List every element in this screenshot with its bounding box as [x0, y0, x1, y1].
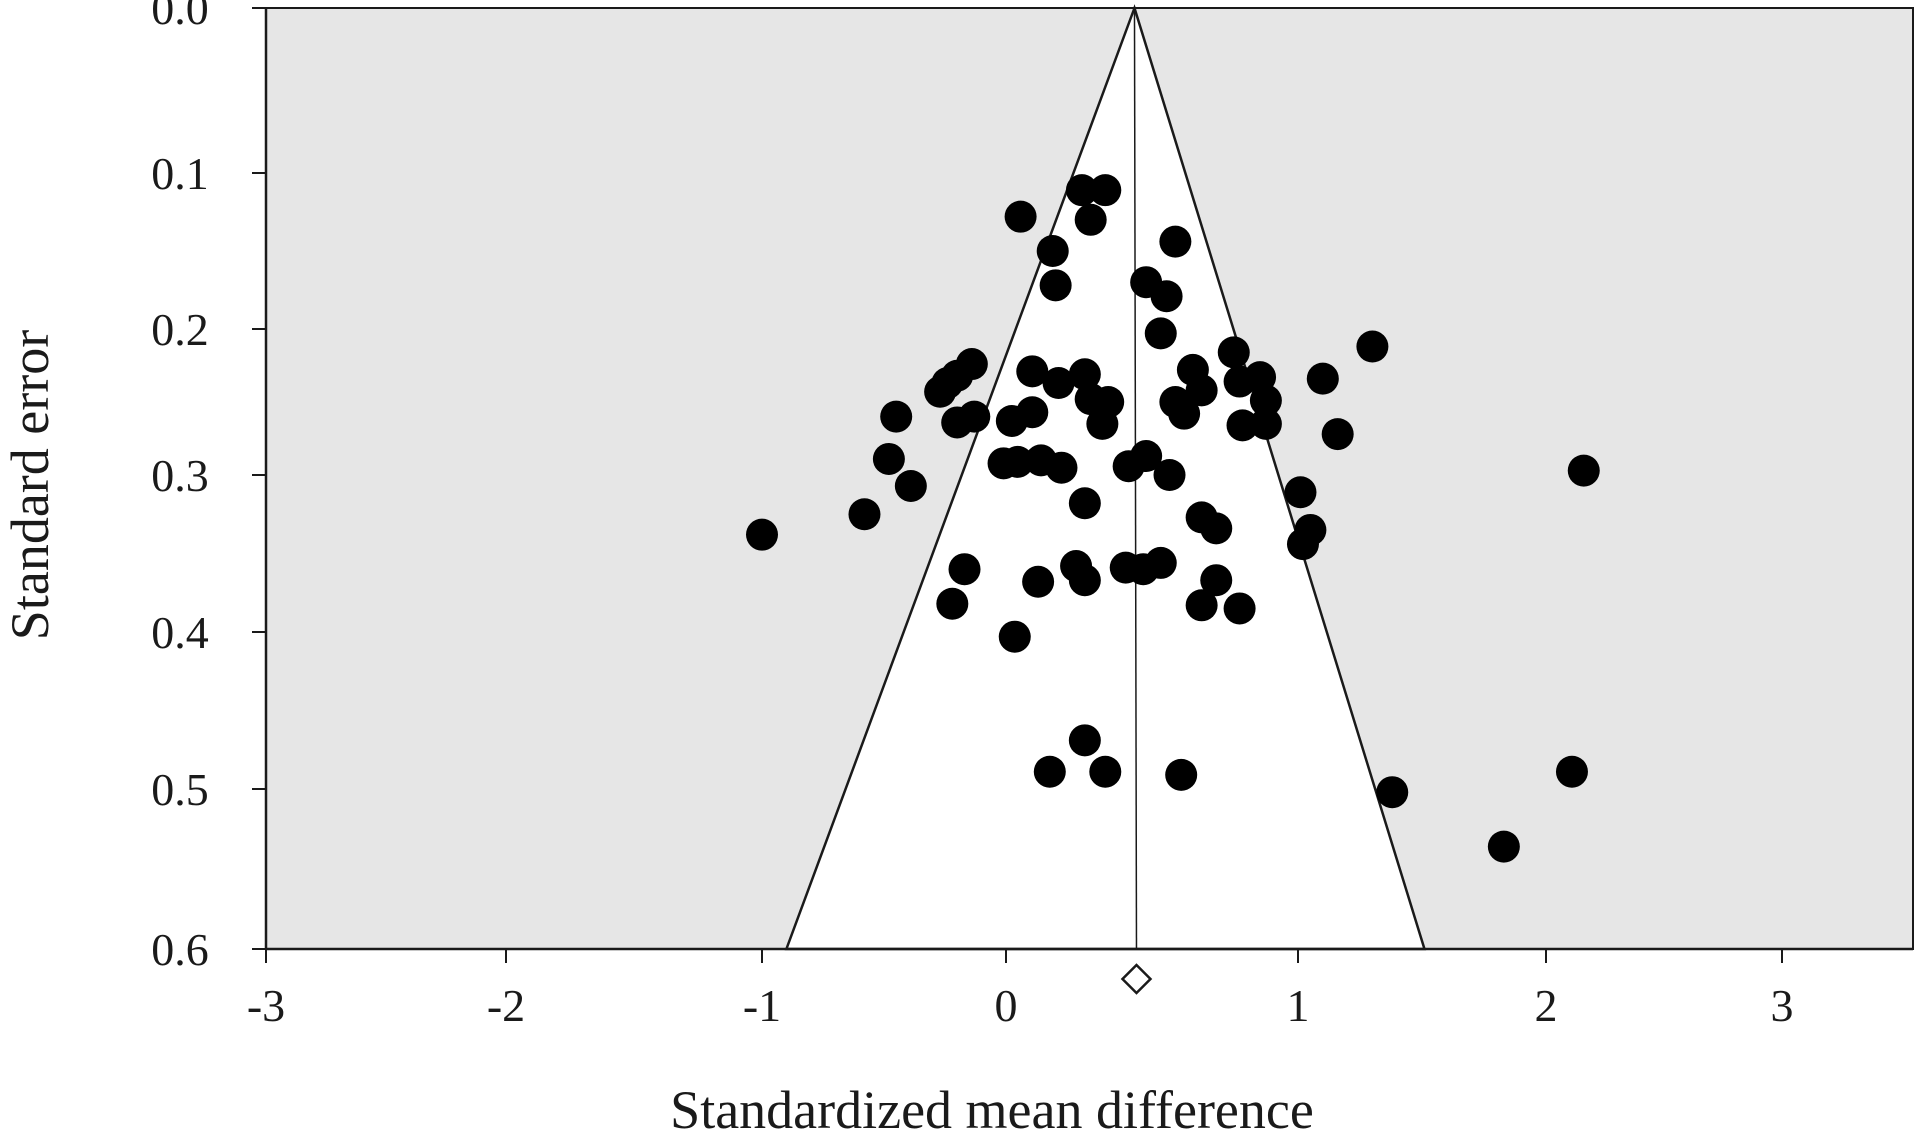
study-point: [1249, 384, 1282, 417]
x-tick-label: 3: [1771, 980, 1794, 1031]
study-point: [1039, 269, 1072, 302]
y-tick-label: 0.5: [151, 764, 209, 815]
study-point: [1033, 755, 1066, 788]
study-point: [880, 400, 913, 433]
study-point: [1284, 476, 1317, 509]
x-tick-label: -2: [487, 980, 525, 1031]
study-point: [1144, 546, 1177, 579]
study-point: [1555, 755, 1588, 788]
study-point: [1185, 589, 1218, 622]
y-tick-label: 0.3: [151, 450, 209, 501]
y-tick-label: 0.4: [151, 607, 209, 658]
study-point: [958, 400, 991, 433]
study-point: [1223, 592, 1256, 625]
y-tick-label: 0.6: [151, 924, 209, 975]
x-tick-label: 0: [995, 980, 1018, 1031]
x-tick-label: 1: [1287, 980, 1310, 1031]
study-point: [1001, 445, 1034, 478]
study-point: [948, 553, 981, 586]
study-point: [872, 442, 905, 475]
study-point: [1150, 280, 1183, 313]
study-point: [1200, 512, 1233, 545]
study-point: [1036, 235, 1069, 267]
data-points: [746, 174, 1600, 863]
study-point: [1144, 317, 1177, 350]
study-point: [1226, 409, 1259, 442]
y-tick-label: 0.2: [151, 304, 209, 355]
study-point: [1022, 565, 1055, 598]
study-point: [1306, 362, 1339, 395]
study-point: [1567, 454, 1600, 487]
study-point: [1217, 336, 1250, 369]
x-tick-label: 2: [1535, 980, 1558, 1031]
pooled-estimate-diamond: [1120, 963, 1153, 995]
study-point: [1065, 174, 1098, 207]
study-point: [1086, 407, 1119, 440]
study-point: [1068, 487, 1101, 520]
study-point: [1168, 397, 1201, 430]
y-ticks: 0.0 0.1 0.2 0.3 0.4 0.5 0.6: [151, 0, 266, 975]
x-tick-label: -1: [743, 980, 781, 1031]
study-point: [998, 620, 1031, 653]
y-tick-label: 0.0: [151, 0, 209, 34]
study-point: [1286, 528, 1319, 561]
study-point: [1016, 396, 1049, 429]
study-point: [1045, 451, 1078, 484]
study-point: [1068, 564, 1101, 597]
study-point: [1016, 355, 1049, 388]
study-point: [1376, 776, 1409, 809]
study-point: [1487, 830, 1520, 863]
study-point: [1165, 758, 1198, 791]
study-point: [1074, 203, 1107, 236]
study-point: [1249, 407, 1282, 440]
study-point: [746, 518, 778, 551]
study-point: [1321, 418, 1354, 451]
x-ticks: -3 -2 -1 0 1 2 3: [247, 949, 1794, 1031]
study-point: [936, 587, 969, 620]
study-point: [1200, 564, 1233, 597]
study-point: [1089, 755, 1122, 788]
x-axis-title: Standardized mean difference: [670, 1080, 1314, 1140]
study-point: [1130, 440, 1163, 473]
study-point: [1042, 367, 1075, 400]
y-tick-label: 0.1: [151, 148, 209, 199]
study-point: [848, 498, 881, 531]
study-point: [924, 375, 957, 408]
study-point: [894, 469, 927, 502]
study-point: [1004, 200, 1037, 233]
study-point: [1089, 174, 1122, 207]
study-point: [1068, 724, 1101, 757]
study-point: [1153, 459, 1186, 491]
x-tick-label: -3: [247, 980, 285, 1031]
study-point: [1159, 225, 1192, 258]
y-axis-title: Standard error: [0, 330, 60, 640]
study-point: [1068, 358, 1101, 391]
study-point: [1223, 365, 1256, 398]
study-point: [1356, 330, 1389, 363]
study-point: [1185, 374, 1218, 407]
